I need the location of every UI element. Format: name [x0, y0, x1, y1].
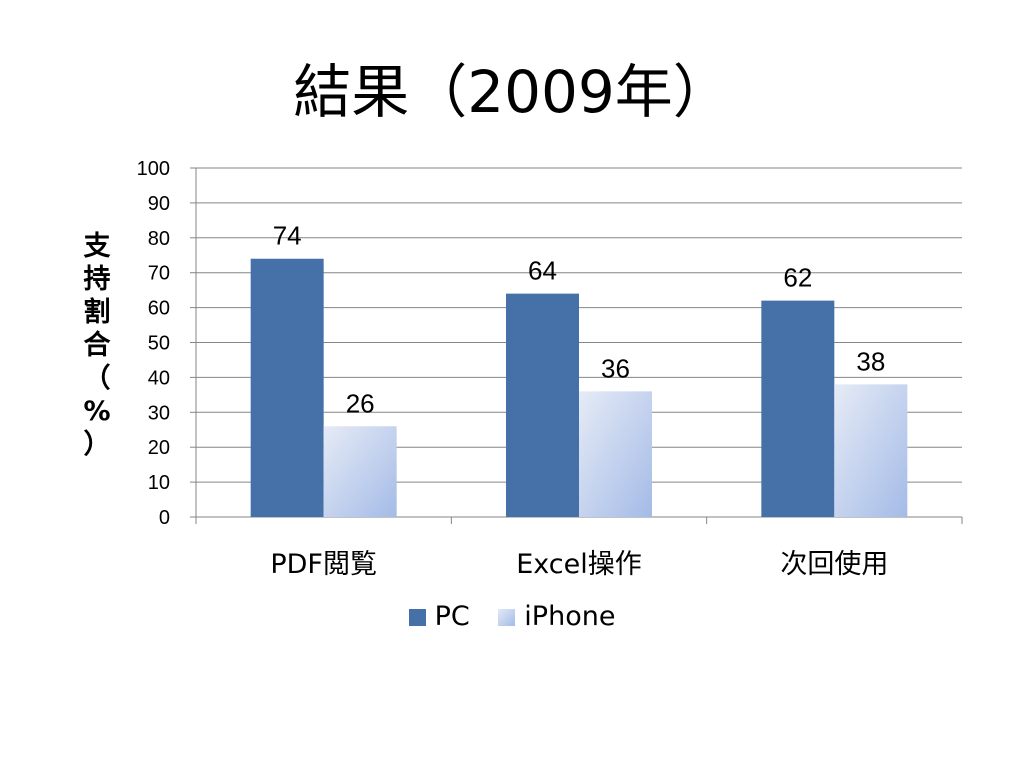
x-axis-ticks: PDF閲覧 Excel操作 次回使用: [195, 517, 963, 580]
x-category-label: 次回使用: [780, 549, 888, 580]
y-tick-label: 90: [148, 193, 170, 215]
data-label: 26: [346, 388, 375, 418]
x-category-label: Excel操作: [516, 549, 642, 580]
data-label: 38: [856, 346, 885, 376]
y-tick-label: 50: [148, 333, 170, 355]
page-title: 結果（2009年）: [293, 58, 731, 126]
y-tick-label: 60: [148, 298, 170, 320]
y-tick-label: 100: [137, 158, 170, 180]
legend-label-iphone: iPhone: [524, 601, 616, 632]
bar-iphone-1: [323, 426, 397, 517]
y-tick-label: 10: [148, 472, 170, 494]
legend-item-pc: PC: [408, 600, 470, 634]
legend-swatch-pc: [408, 608, 426, 626]
y-tick-label: 40: [148, 367, 170, 389]
data-label: 74: [273, 221, 302, 251]
legend-swatch-iphone: [498, 608, 516, 626]
bars: [250, 258, 908, 517]
bar-chart: 0 10 20 30 40 50 60 70 80 90 100 74 26 64 36 62 38 PDF閲…: [137, 158, 963, 580]
data-label: 36: [601, 353, 630, 383]
y-axis-ticks: 0 10 20 30 40 50 60 70 80 90 100: [137, 158, 170, 529]
y-tick-label: 30: [148, 402, 170, 424]
data-label: 62: [783, 263, 812, 293]
legend: PC iPhone: [0, 600, 1024, 635]
legend-label-pc: PC: [434, 601, 470, 632]
y-tick-label: 80: [148, 228, 170, 250]
data-labels: 74 26 64 36 62 38: [273, 221, 886, 419]
bar-pc-2: [506, 293, 579, 517]
y-tick-label: 0: [159, 507, 170, 529]
y-axis-title: 支持割合（%）: [83, 231, 111, 460]
bar-iphone-2: [579, 391, 652, 517]
data-label: 64: [528, 256, 557, 286]
bar-pc-3: [761, 300, 835, 517]
y-tick-label: 20: [148, 437, 170, 459]
legend-item-iphone: iPhone: [498, 600, 615, 634]
bar-iphone-3: [834, 384, 908, 517]
x-category-label: PDF閲覧: [270, 549, 377, 580]
bar-pc-1: [250, 258, 324, 517]
y-tick-label: 70: [148, 263, 170, 285]
